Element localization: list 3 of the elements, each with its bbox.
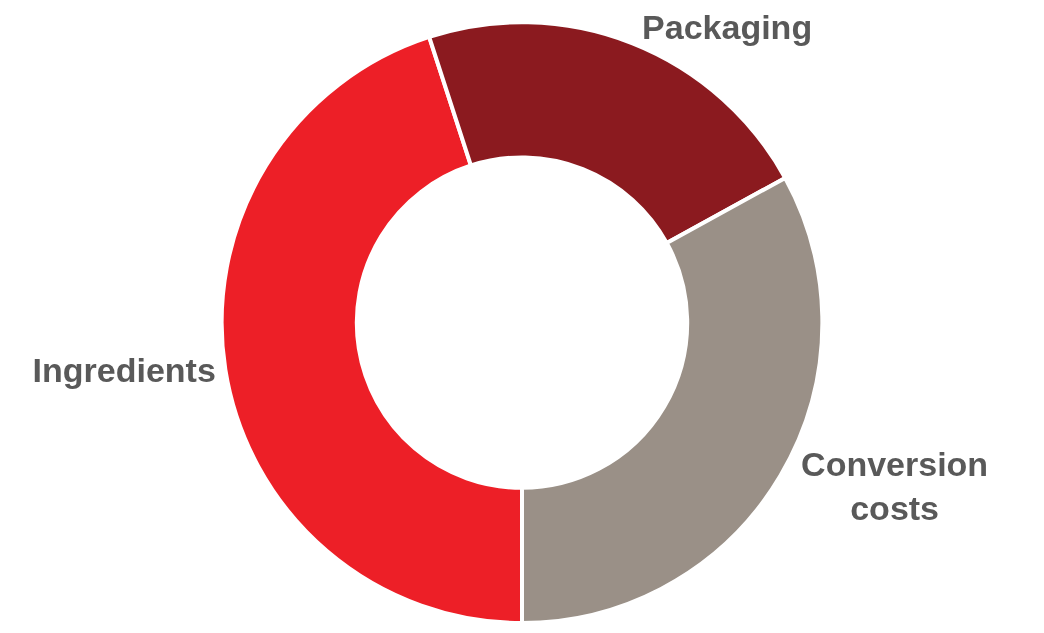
slice-label: Ingredients (32, 351, 216, 390)
slice-label: Conversion costs (801, 445, 989, 528)
slice-label: Packaging (642, 7, 813, 46)
